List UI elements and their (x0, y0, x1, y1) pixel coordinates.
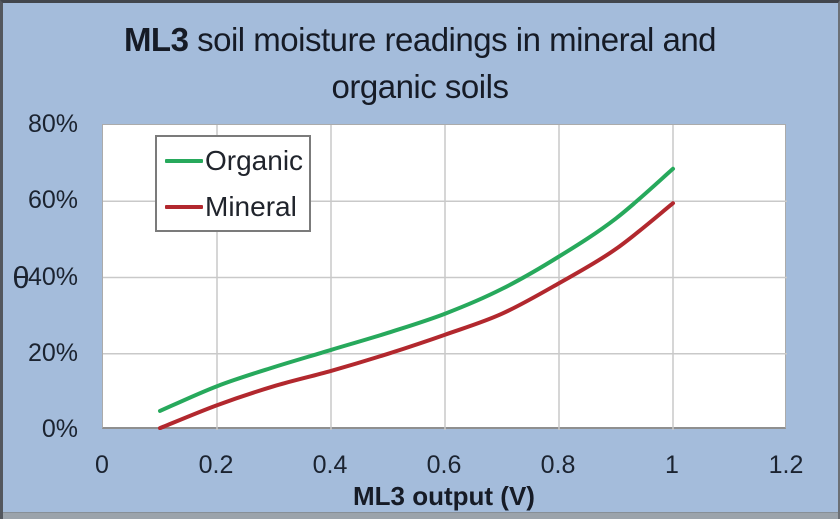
series-line-mineral (158, 201, 675, 430)
legend-item-mineral: Mineral (165, 188, 309, 226)
x-tick-0: 0 (95, 451, 109, 479)
x-tick-0-8: 0.8 (540, 451, 576, 479)
y-tick-20: 20% (27, 339, 78, 367)
chart-title: ML3 soil moisture readings in mineral an… (0, 16, 840, 110)
chart-title-line2: organic soils (331, 68, 509, 105)
data-series-lines (158, 166, 675, 430)
chart-title-bold: ML3 (123, 21, 189, 58)
chart-title-line1: ML3 soil moisture readings in mineral an… (0, 16, 840, 63)
y-tick-40: 40% (27, 263, 78, 291)
legend: Organic Mineral (155, 135, 311, 232)
organic-line-swatch (165, 158, 203, 163)
series-line-organic (158, 166, 675, 413)
x-tick-1-2: 1.2 (768, 451, 804, 479)
plot-svg (103, 125, 787, 430)
y-tick-60: 60% (27, 186, 78, 214)
legend-label-organic: Organic (205, 144, 304, 176)
legend-item-organic: Organic (165, 142, 309, 180)
mineral-line-swatch (165, 204, 203, 209)
x-tick-1: 1 (665, 451, 679, 479)
bottom-edge-strip (0, 512, 840, 519)
y-tick-0: 0% (41, 415, 78, 443)
legend-label-mineral: Mineral (205, 190, 297, 222)
y-tick-80: 80% (27, 110, 78, 138)
y-axis-title-theta: θ (12, 260, 30, 295)
x-tick-0-4: 0.4 (312, 451, 348, 479)
chart-title-line1-rest: soil moisture readings in mineral and (188, 21, 717, 58)
x-tick-0-6: 0.6 (426, 451, 462, 479)
x-axis-title: ML3 output (V) (353, 481, 535, 511)
x-tick-0-2: 0.2 (198, 451, 234, 479)
